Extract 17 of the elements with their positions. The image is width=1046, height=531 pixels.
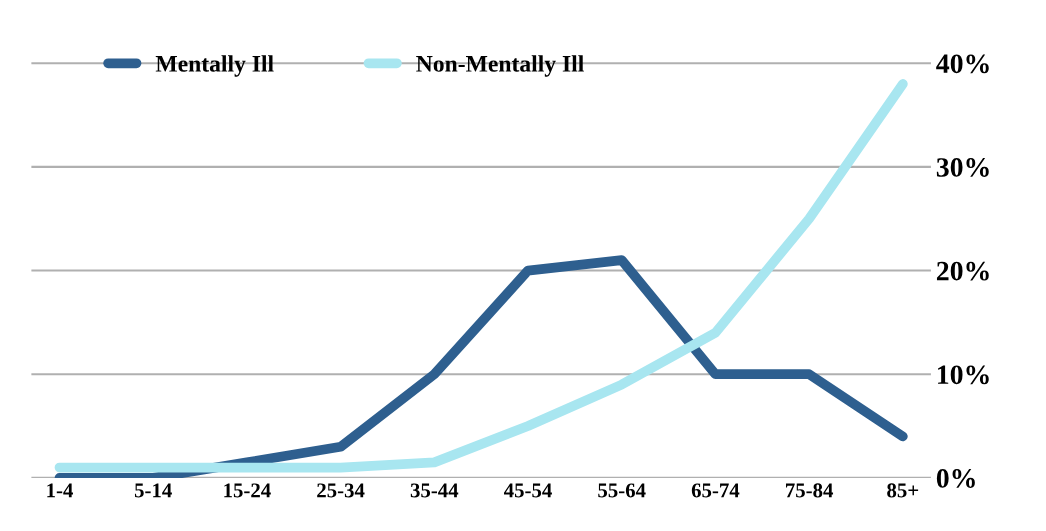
- x-tick-label: 55-64: [598, 483, 646, 498]
- y-tick-label: 10%: [938, 365, 989, 385]
- x-tick-label: 35-44: [410, 483, 459, 498]
- x-tick-label: 25-34: [317, 483, 365, 498]
- x-tick-label: 75-84: [786, 483, 834, 498]
- y-tick-label: 20%: [936, 261, 989, 281]
- y-tick-label: 40%: [936, 54, 989, 74]
- y-tick-label: 30%: [936, 158, 989, 177]
- legend-label: Mentally Ill: [155, 55, 274, 77]
- legend-label: Non-Mentally Ill: [416, 55, 584, 77]
- y-tick-label: 0%: [936, 469, 975, 488]
- x-tick-label: 85+: [887, 483, 919, 498]
- x-tick-label: 15-24: [224, 483, 271, 498]
- x-tick-label: 65-74: [691, 483, 740, 498]
- x-tick-label: 1-4: [47, 483, 73, 498]
- x-tick-label: 5-14: [134, 483, 172, 498]
- x-tick-label: 45-54: [504, 483, 552, 498]
